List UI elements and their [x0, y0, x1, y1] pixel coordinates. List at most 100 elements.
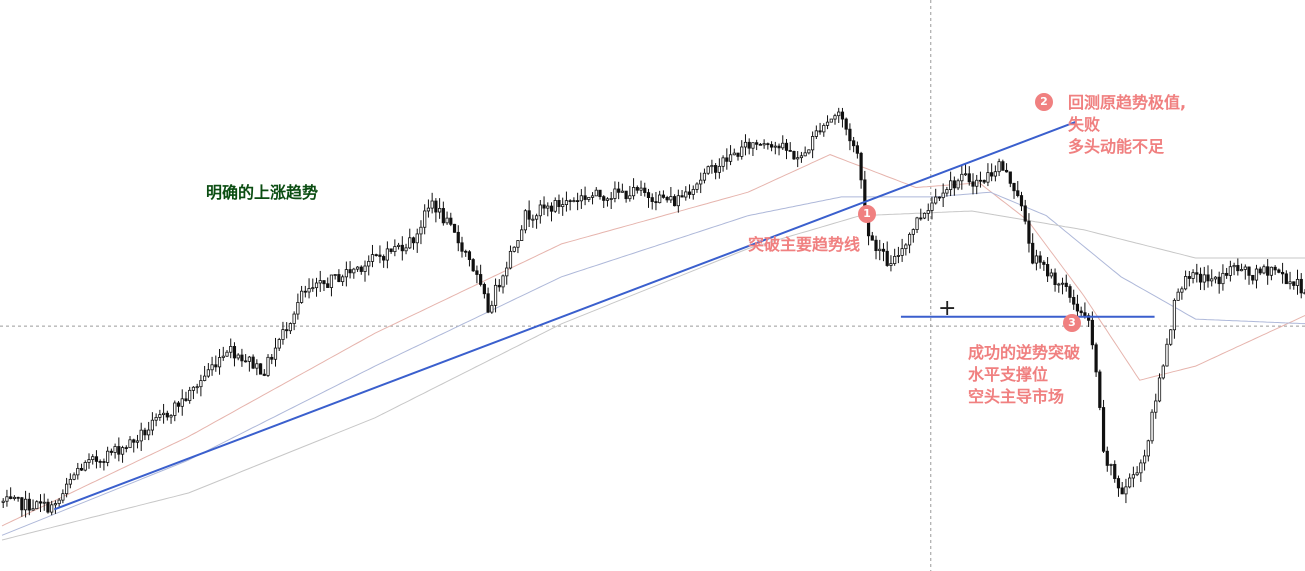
candle	[728, 145, 733, 166]
candle	[654, 191, 658, 211]
candle	[76, 462, 80, 480]
candle	[874, 235, 878, 260]
candle	[1060, 277, 1065, 295]
candle	[848, 123, 852, 151]
candle	[534, 213, 539, 229]
candle	[1094, 342, 1098, 377]
candle	[120, 445, 125, 463]
candle	[769, 141, 774, 152]
candle	[299, 285, 304, 304]
candle	[639, 180, 643, 196]
retest-line-1: 回测原趋势极值,	[1068, 93, 1187, 112]
candle	[367, 255, 371, 276]
candle	[232, 342, 237, 367]
candle	[311, 278, 315, 292]
candle	[624, 190, 628, 203]
candle	[1139, 459, 1143, 482]
candle	[926, 203, 930, 221]
reverse-break-label: 成功的逆势突破 水平支撑位 空头主导市场	[968, 342, 1080, 408]
candle	[1284, 270, 1288, 285]
candle	[1038, 251, 1042, 269]
candle	[777, 143, 781, 156]
candle	[206, 363, 210, 378]
candle	[475, 265, 479, 284]
drawn-lines	[53, 120, 1155, 511]
candle	[949, 171, 953, 197]
candle	[594, 187, 598, 197]
candle	[803, 146, 807, 157]
candle	[505, 261, 509, 285]
candle	[87, 453, 91, 469]
candle	[516, 240, 520, 254]
candle	[23, 490, 28, 518]
candle	[990, 163, 994, 182]
candle	[1090, 311, 1094, 350]
candle	[893, 248, 897, 266]
candle	[1258, 266, 1262, 276]
candle	[262, 369, 266, 377]
candle	[1116, 475, 1121, 497]
candle	[83, 460, 87, 472]
candle	[669, 186, 673, 203]
candle	[605, 197, 610, 207]
candle	[822, 123, 826, 137]
candle	[1172, 298, 1177, 339]
candle	[825, 115, 830, 130]
candle	[318, 270, 322, 292]
candle	[1098, 369, 1102, 411]
candle	[993, 165, 997, 182]
candle	[1034, 249, 1039, 271]
candle	[333, 274, 337, 280]
candle	[135, 434, 140, 449]
candle	[404, 243, 408, 255]
candle	[27, 492, 31, 516]
candle	[852, 136, 856, 153]
candle	[587, 196, 591, 203]
candle	[273, 337, 278, 367]
candle	[247, 355, 251, 372]
candle	[934, 188, 938, 205]
candle	[1176, 288, 1180, 301]
candle	[98, 459, 102, 468]
candle	[967, 166, 971, 186]
candle	[833, 113, 837, 125]
candle	[370, 244, 375, 268]
candle	[229, 338, 233, 359]
candle	[452, 223, 457, 233]
candle	[501, 274, 505, 294]
candlesticks	[1, 107, 1305, 518]
candle	[1165, 338, 1169, 367]
candle	[941, 183, 945, 208]
candle	[1135, 466, 1139, 477]
candle	[1295, 269, 1300, 295]
candle	[665, 195, 669, 203]
marker-1: 1	[858, 205, 876, 223]
retest-label: 回测原趋势极值, 失败 多头动能不足	[1068, 92, 1186, 158]
candle	[143, 427, 147, 440]
candle	[266, 354, 270, 378]
candle	[46, 498, 50, 514]
candle	[411, 236, 416, 250]
candle	[740, 140, 744, 160]
candle	[542, 196, 546, 216]
candle	[1191, 269, 1195, 284]
candle	[1079, 306, 1083, 318]
candle	[564, 191, 569, 212]
candle	[393, 239, 397, 257]
marker-2: 2	[1035, 93, 1053, 111]
candle	[188, 386, 192, 404]
candle	[557, 194, 561, 214]
candle	[717, 158, 721, 179]
candle	[352, 267, 356, 279]
candle	[79, 463, 84, 471]
candle	[91, 454, 95, 465]
candle	[1, 498, 5, 509]
candle	[673, 194, 677, 207]
candle	[385, 241, 389, 269]
candle	[184, 391, 188, 402]
candle	[281, 321, 285, 345]
candle	[165, 410, 169, 421]
candle	[1068, 284, 1072, 303]
reverse-break-line-1: 成功的逆势突破	[968, 343, 1081, 362]
candle	[5, 489, 9, 507]
